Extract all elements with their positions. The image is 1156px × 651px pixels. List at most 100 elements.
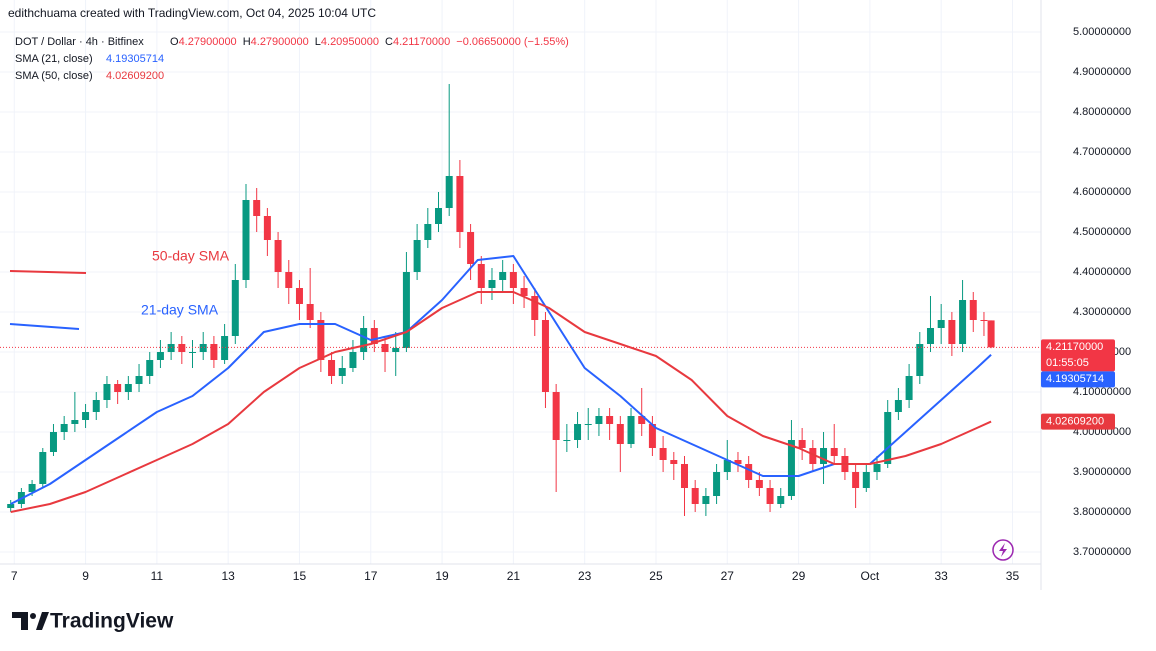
logo: TradingView xyxy=(12,610,174,633)
candle-body xyxy=(135,376,143,384)
x-tick-label: 29 xyxy=(792,569,806,583)
x-tick-label: 17 xyxy=(364,569,378,583)
alert-icon-bolt xyxy=(999,543,1007,557)
candle-body xyxy=(306,304,314,320)
candle-body xyxy=(552,392,560,440)
candle-body xyxy=(680,464,688,488)
candle-body xyxy=(435,208,443,224)
candle-body xyxy=(360,328,368,352)
candle-body xyxy=(980,320,988,321)
candle-body xyxy=(734,460,742,464)
ohlc-value: 4.27900000 xyxy=(251,36,309,48)
candle-body xyxy=(328,360,336,376)
candle-body xyxy=(488,280,496,288)
logo-mark xyxy=(12,612,28,630)
price-tag xyxy=(1041,339,1115,372)
candle-body xyxy=(627,416,635,444)
candle-body xyxy=(253,200,261,216)
sma-line xyxy=(10,291,992,513)
candle-body xyxy=(987,320,995,348)
sma50-legend-name: SMA (50, close) xyxy=(15,70,93,82)
countdown: 01:55:05 xyxy=(1046,357,1089,369)
candle-body xyxy=(541,320,549,392)
candle-body xyxy=(92,400,100,412)
y-tick-label: 4.30000000 xyxy=(1073,306,1131,318)
candle-body xyxy=(71,420,79,424)
candle-body xyxy=(221,336,229,360)
candle-body xyxy=(124,384,132,392)
header: edithchuama created with TradingView.com… xyxy=(8,6,376,20)
candle-body xyxy=(616,424,624,444)
candle-body xyxy=(263,216,271,240)
y-tick-label: 4.80000000 xyxy=(1073,106,1131,118)
x-tick-label: 25 xyxy=(649,569,663,583)
candle-body xyxy=(648,424,656,448)
candle-body xyxy=(798,440,806,448)
ohlc-value: 4.20950000 xyxy=(321,36,379,48)
ohlc-value: 4.27900000 xyxy=(179,36,237,48)
y-tick-label: 3.90000000 xyxy=(1073,466,1131,478)
candle-body xyxy=(574,424,582,440)
candle-body xyxy=(884,412,892,464)
candle-body xyxy=(274,240,282,272)
candle-body xyxy=(445,176,453,208)
candle-body xyxy=(210,344,218,360)
x-tick-label: 15 xyxy=(293,569,307,583)
x-tick-label: 11 xyxy=(151,569,164,583)
sma50-legend-value: 4.02609200 xyxy=(106,70,164,82)
price-tag-label: 4.02609200 xyxy=(1046,415,1104,427)
candle-body xyxy=(242,200,250,280)
candle-body xyxy=(381,344,389,352)
candle-body xyxy=(392,348,400,352)
candle-body xyxy=(873,464,881,472)
candle-body xyxy=(723,460,731,472)
candle-body xyxy=(7,504,15,508)
candle-body xyxy=(82,412,90,420)
candle-body xyxy=(584,424,592,425)
logo-mark xyxy=(30,613,36,619)
candle-body xyxy=(702,496,710,504)
candle-body xyxy=(424,224,432,240)
y-tick-label: 3.80000000 xyxy=(1073,506,1131,518)
ohlc-value: 4.21170000 xyxy=(393,36,450,48)
sma21-legend-value: 4.19305714 xyxy=(106,53,164,65)
annotation: 21-day SMA xyxy=(141,302,219,318)
candle-body xyxy=(103,384,111,400)
candle-body xyxy=(916,344,924,376)
candle-body xyxy=(820,448,828,464)
candle-body xyxy=(969,300,977,320)
x-tick-label: 21 xyxy=(507,569,521,583)
x-tick-label: 19 xyxy=(435,569,449,583)
candle-body xyxy=(745,464,753,480)
candle-body xyxy=(905,376,913,400)
candle-body xyxy=(959,300,967,344)
annotation: 50-day SMA xyxy=(152,248,230,264)
candle-body xyxy=(777,496,785,504)
candle-body xyxy=(755,480,763,488)
brand: TradingView xyxy=(50,610,174,633)
candle-body xyxy=(349,352,357,368)
alert-icon[interactable] xyxy=(992,539,1014,561)
price-tag-label: 4.19305714 xyxy=(1046,373,1104,385)
candle-body xyxy=(852,472,860,488)
candle-body xyxy=(467,232,475,264)
logo-mark xyxy=(36,612,49,630)
candle-body xyxy=(178,344,186,352)
y-tick-label: 4.10000000 xyxy=(1073,386,1131,398)
ohlc-key: C xyxy=(385,36,393,48)
ohlc-key: H xyxy=(243,36,251,48)
y-tick-label: 4.50000000 xyxy=(1073,226,1131,238)
ohlc-key: L xyxy=(315,36,321,48)
candle-body xyxy=(413,240,421,272)
ohlc-legend: O4.27900000 H4.27900000 L4.20950000 C4.2117… xyxy=(170,36,569,48)
candle-body xyxy=(114,384,122,392)
candle-body xyxy=(28,484,36,492)
candle-body xyxy=(659,448,667,460)
y-tick-label: 4.70000000 xyxy=(1073,146,1131,158)
candle-body xyxy=(894,400,902,412)
candle-body xyxy=(531,296,539,320)
annotation-line xyxy=(9,270,87,274)
candle-body xyxy=(937,320,945,328)
candle-body xyxy=(199,344,207,352)
